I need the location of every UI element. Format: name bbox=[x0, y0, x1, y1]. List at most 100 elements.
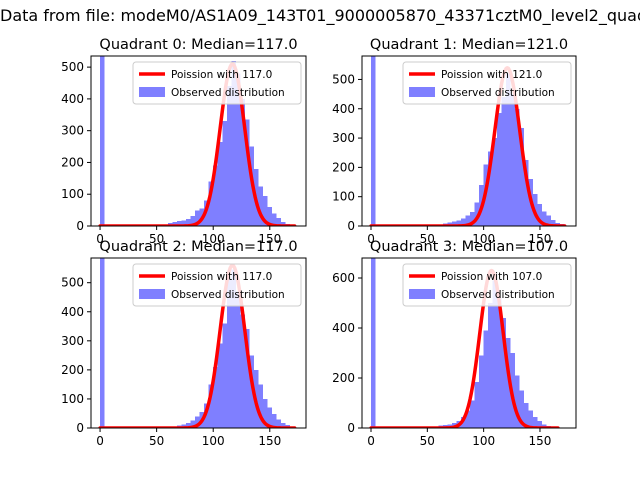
observed-bar bbox=[542, 211, 547, 226]
observed-bar bbox=[100, 258, 105, 428]
y-tick-label: 500 bbox=[61, 60, 84, 74]
legend-label-observed: Observed distribution bbox=[441, 87, 555, 99]
legend: Poission with 107.0 Observed distribution bbox=[402, 263, 572, 307]
legend-label-observed: Observed distribution bbox=[441, 289, 555, 301]
observed-bar bbox=[272, 414, 277, 428]
observed-bar bbox=[258, 384, 263, 428]
observed-bar bbox=[488, 151, 493, 226]
axes-frame bbox=[361, 257, 577, 429]
observed-bar bbox=[100, 56, 105, 226]
x-tick-label: 150 bbox=[529, 434, 552, 448]
observed-bar bbox=[281, 222, 286, 226]
quadrant-3-marks bbox=[369, 258, 560, 428]
quadrant-2-marks bbox=[98, 258, 297, 428]
observed-bar bbox=[465, 410, 471, 428]
x-tick-label: 150 bbox=[258, 434, 281, 448]
y-tick-label: 300 bbox=[61, 334, 84, 348]
legend-box bbox=[402, 263, 572, 307]
observed-bar bbox=[235, 291, 241, 428]
quadrant-2-panel: 0 50 100 150 0 100 200 300 400 500 Quadrant 2: Med… bbox=[61, 239, 307, 448]
x-tick-label: 0 bbox=[367, 232, 375, 246]
observed-bar bbox=[515, 375, 520, 428]
x-tick-label: 0 bbox=[96, 434, 104, 448]
observed-bar bbox=[213, 165, 218, 226]
observed-bar bbox=[222, 121, 227, 226]
observed-bar bbox=[249, 355, 254, 428]
observed-bar bbox=[470, 211, 475, 226]
observed-bar bbox=[263, 195, 268, 226]
observed-bar bbox=[244, 329, 250, 428]
observed-bar bbox=[542, 424, 547, 428]
observed-bar bbox=[479, 355, 484, 428]
legend-box bbox=[402, 61, 572, 105]
observed-bar bbox=[371, 258, 376, 428]
axes-frame bbox=[90, 55, 307, 227]
observed-bar bbox=[217, 343, 223, 428]
x-tick-label: 100 bbox=[202, 434, 225, 448]
observed-bar bbox=[208, 384, 214, 428]
y-tick-label: 400 bbox=[61, 305, 84, 319]
observed-bar bbox=[528, 410, 534, 428]
quadrant-2-title: Quadrant 2: Median=117.0 bbox=[99, 239, 297, 255]
x-tick-label: 0 bbox=[367, 434, 375, 448]
observed-bar bbox=[217, 141, 223, 226]
observed-bar bbox=[488, 303, 493, 428]
poisson-curve bbox=[98, 263, 297, 428]
observed-bar bbox=[483, 330, 489, 428]
observed-bar bbox=[281, 422, 286, 428]
observed-bar bbox=[515, 108, 520, 226]
observed-bar bbox=[533, 416, 538, 428]
observed-bar bbox=[497, 113, 502, 226]
observed-bar bbox=[231, 60, 236, 226]
y-tick-label: 200 bbox=[332, 160, 355, 174]
y-tick-label: 500 bbox=[61, 276, 84, 290]
y-tick-label: 600 bbox=[332, 271, 355, 285]
observed-bar bbox=[276, 218, 282, 226]
legend-swatch-observed bbox=[139, 289, 165, 299]
observed-bar bbox=[474, 381, 480, 428]
y-tick-label: 100 bbox=[332, 190, 355, 204]
y-tick-label: 300 bbox=[332, 131, 355, 145]
x-tick-label: 100 bbox=[472, 232, 495, 246]
observed-bar bbox=[510, 94, 516, 226]
poisson-curve bbox=[98, 62, 297, 226]
legend-box bbox=[132, 263, 302, 307]
x-tick-label: 150 bbox=[529, 232, 552, 246]
legend-label-observed: Observed distribution bbox=[171, 87, 285, 99]
quadrant-0-panel: 0 50 100 150 0 100 200 300 400 500 Quadrant 0: Med… bbox=[61, 37, 307, 246]
observed-bar bbox=[447, 222, 453, 226]
observed-bar bbox=[181, 220, 187, 226]
observed-bar bbox=[213, 366, 218, 428]
x-tick-label: 100 bbox=[202, 232, 225, 246]
observed-bar bbox=[537, 204, 543, 226]
legend-label-poisson: Poission with 107.0 bbox=[441, 271, 542, 283]
observed-bar bbox=[186, 219, 191, 226]
legend-label-observed: Observed distribution bbox=[171, 289, 285, 301]
observed-bar bbox=[190, 420, 196, 428]
observed-bar bbox=[519, 127, 525, 226]
observed-bar bbox=[501, 318, 507, 428]
observed-bar bbox=[524, 160, 529, 226]
y-tick-label: 0 bbox=[347, 421, 355, 435]
poisson-curve bbox=[369, 268, 560, 428]
x-tick-label: 50 bbox=[149, 434, 164, 448]
observed-bar bbox=[524, 403, 529, 428]
observed-bar bbox=[231, 269, 236, 428]
observed-bar bbox=[470, 400, 475, 428]
y-tick-label: 100 bbox=[61, 187, 84, 201]
x-tick-label: 50 bbox=[149, 232, 164, 246]
y-tick-label: 200 bbox=[61, 155, 84, 169]
y-tick-label: 0 bbox=[347, 219, 355, 233]
quadrant-1-title: Quadrant 1: Median=121.0 bbox=[370, 37, 568, 53]
observed-bar bbox=[551, 220, 556, 226]
observed-bar bbox=[258, 186, 263, 226]
y-tick-label: 300 bbox=[61, 124, 84, 138]
observed-bar bbox=[267, 407, 273, 428]
quadrant-0-marks bbox=[98, 56, 297, 226]
observed-bar bbox=[537, 421, 543, 428]
observed-bar bbox=[452, 221, 457, 226]
y-tick-label: 0 bbox=[76, 219, 84, 233]
y-tick-label: 200 bbox=[61, 363, 84, 377]
observed-bar bbox=[235, 73, 241, 226]
legend-label-poisson: Poission with 117.0 bbox=[171, 271, 272, 283]
